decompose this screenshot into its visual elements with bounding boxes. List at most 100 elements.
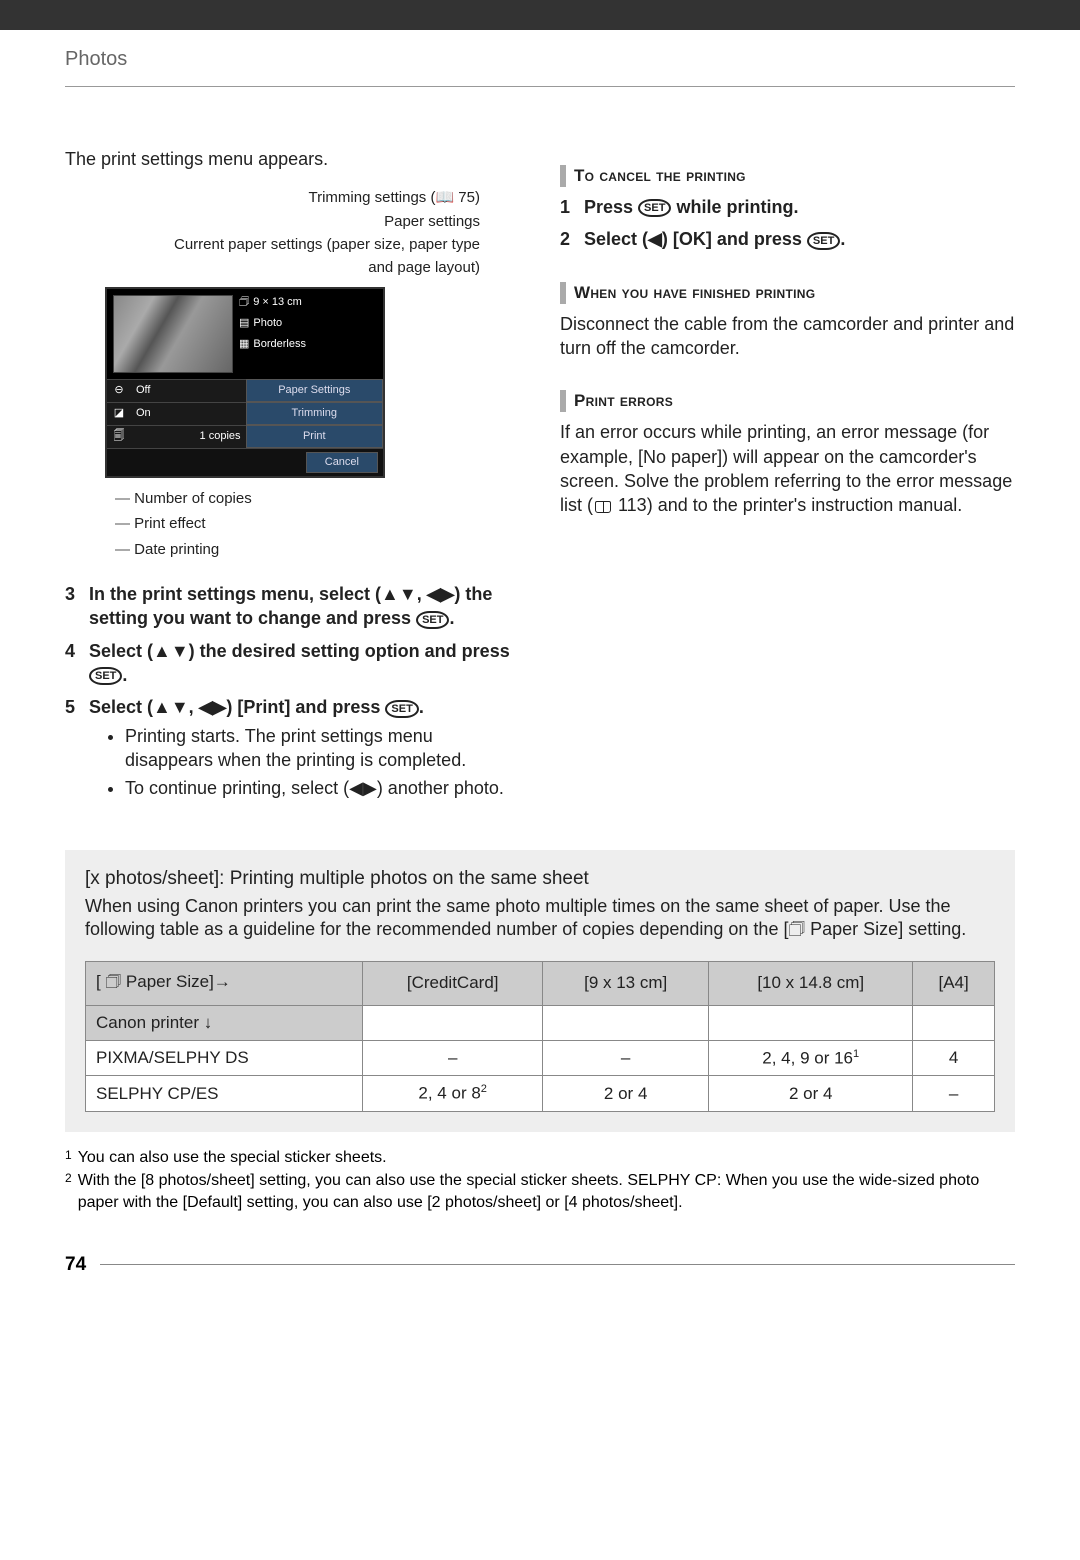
- step-5-num: 5: [65, 695, 89, 804]
- settings-diagram: Trimming settings (📖 75) Paper settings …: [65, 186, 520, 562]
- heading-bar: [560, 282, 566, 304]
- page-number: 74: [65, 1254, 86, 1276]
- cancel-heading-text: To cancel the printing: [574, 165, 746, 187]
- step-4: 4 Select (▲▼) the desired setting option…: [65, 639, 520, 688]
- cancel-step-1: 1 Press SET while printing.: [560, 195, 1015, 219]
- errors-heading: Print errors: [560, 390, 1015, 412]
- bottom-callouts: Number of copies Print effect Date print…: [65, 486, 520, 563]
- guideline-table: [ 🗇 Paper Size]→ [CreditCard] [9 x 13 cm…: [85, 961, 995, 1112]
- screen-opt-size: 🗇9 × 13 cm: [239, 295, 377, 310]
- left-arrow-icon: ◀: [648, 229, 662, 249]
- updown-icon: ▲▼: [381, 584, 417, 604]
- callout-effect: Print effect: [115, 511, 520, 537]
- th-9x13: [9 x 13 cm]: [543, 961, 709, 1005]
- leftright-icon: ◀▶: [349, 778, 377, 798]
- r1c1: –: [363, 1040, 543, 1076]
- r2-printer: SELPHY CP/ES: [86, 1076, 363, 1112]
- c1-num: 1: [560, 195, 584, 219]
- r1-printer: PIXMA/SELPHY DS: [86, 1040, 363, 1076]
- grid-btn-trim: Trimming: [246, 402, 383, 425]
- table-header-row: [ 🗇 Paper Size]→ [CreditCard] [9 x 13 cm…: [86, 961, 995, 1005]
- book-icon: [595, 501, 611, 513]
- grid-ico-2: ◪: [107, 402, 131, 425]
- box-lead: When using Canon printers you can print …: [85, 896, 995, 947]
- grid-lbl-2: On: [131, 402, 246, 425]
- cancel-step-2: 2 Select (◀) [OK] and press SET.: [560, 227, 1015, 251]
- grid-btn-cancel-row: Cancel: [107, 448, 383, 476]
- th-a4: [A4]: [913, 961, 995, 1005]
- grid-btn-paper: Paper Settings: [246, 379, 383, 402]
- step-3-body: In the print settings menu, select (▲▼, …: [89, 582, 520, 631]
- section-title: Photos: [65, 48, 127, 70]
- th-printer: Canon printer ↓: [86, 1005, 363, 1040]
- multi-photo-box: [x photos/sheet]: Printing multiple phot…: [65, 850, 1015, 1132]
- th-10x14: [10 x 14.8 cm]: [709, 961, 913, 1005]
- table-row: PIXMA/SELPHY DS – – 2, 4, 9 or 161 4: [86, 1040, 995, 1076]
- two-column-content: The print settings menu appears. Trimmin…: [0, 87, 1080, 825]
- heading-bar: [560, 390, 566, 412]
- camcorder-screen: 🗇9 × 13 cm ▤Photo ▦Borderless ⊖ Off Pape…: [105, 287, 385, 477]
- grid-btn-print: Print: [246, 425, 383, 448]
- grid-btn-cancel: Cancel: [306, 452, 378, 473]
- footer-line: [100, 1264, 1015, 1265]
- step-4-num: 4: [65, 639, 89, 688]
- cancel-heading: To cancel the printing: [560, 165, 1015, 187]
- r2c1: 2, 4 or 82: [363, 1076, 543, 1112]
- r2c3: 2 or 4: [709, 1076, 913, 1112]
- errors-heading-text: Print errors: [574, 390, 673, 412]
- footnotes: 1 You can also use the special sticker s…: [65, 1147, 1015, 1214]
- step-5-bullets: Printing starts. The print settings menu…: [125, 724, 520, 801]
- table-row: SELPHY CP/ES 2, 4 or 82 2 or 4 2 or 4 –: [86, 1076, 995, 1112]
- top-callouts: Trimming settings (📖 75) Paper settings …: [65, 186, 520, 279]
- screen-opt-layout: ▦Borderless: [239, 337, 377, 352]
- footnote-2: 2 With the [8 photos/sheet] setting, you…: [65, 1170, 1015, 1213]
- callout-paper: Paper settings: [65, 210, 480, 233]
- set-icon: SET: [638, 199, 671, 217]
- bullet-1: Printing starts. The print settings menu…: [125, 724, 520, 773]
- finished-heading-text: When you have finished printing: [574, 282, 815, 304]
- bullet-2: To continue printing, select (◀▶) anothe…: [125, 776, 520, 800]
- screen-thumbnail: [113, 295, 233, 373]
- finished-body: Disconnect the cable from the camcorder …: [560, 312, 1015, 361]
- errors-body: If an error occurs while printing, an er…: [560, 420, 1015, 517]
- page-footer: 74: [65, 1254, 1015, 1276]
- th-credit: [CreditCard]: [363, 961, 543, 1005]
- step-5-body: Select (▲▼, ◀▶) [Print] and press SET. P…: [89, 695, 520, 804]
- grid-lbl-1: Off: [131, 379, 246, 402]
- paper-icon: 🗇: [788, 919, 805, 939]
- callout-date: Date printing: [115, 537, 520, 563]
- leftright-icon: ◀▶: [199, 697, 227, 717]
- c2-body: Select (◀) [OK] and press SET.: [584, 227, 1015, 251]
- r1c4: 4: [913, 1040, 995, 1076]
- set-icon: SET: [807, 232, 840, 250]
- callout-copies: Number of copies: [115, 486, 520, 512]
- set-icon: SET: [385, 700, 418, 718]
- grid-ico-3: 🗐: [107, 425, 131, 448]
- set-icon: SET: [416, 611, 449, 629]
- c1-body: Press SET while printing.: [584, 195, 1015, 219]
- section-header: Photos: [0, 30, 1080, 81]
- screen-opt-type: ▤Photo: [239, 316, 377, 331]
- r1c2: –: [543, 1040, 709, 1076]
- right-column: To cancel the printing 1 Press SET while…: [560, 147, 1015, 805]
- screen-grid: ⊖ Off Paper Settings ◪ On Trimming 🗐 1 c…: [107, 379, 383, 475]
- intro-text: The print settings menu appears.: [65, 147, 520, 171]
- leftright-icon: ◀▶: [427, 584, 455, 604]
- table-subheader-row: Canon printer ↓: [86, 1005, 995, 1040]
- step-4-body: Select (▲▼) the desired setting option a…: [89, 639, 520, 688]
- updown-icon: ▲▼: [153, 641, 189, 661]
- finished-heading: When you have finished printing: [560, 282, 1015, 304]
- screen-right-options: 🗇9 × 13 cm ▤Photo ▦Borderless: [239, 289, 383, 379]
- screen-top-row: 🗇9 × 13 cm ▤Photo ▦Borderless: [107, 289, 383, 379]
- heading-bar: [560, 165, 566, 187]
- footnote-1: 1 You can also use the special sticker s…: [65, 1147, 1015, 1169]
- updown-icon: ▲▼: [153, 697, 189, 717]
- c2-num: 2: [560, 227, 584, 251]
- grid-ico-1: ⊖: [107, 379, 131, 402]
- set-icon: SET: [89, 667, 122, 685]
- step-3-num: 3: [65, 582, 89, 631]
- callout-current: Current paper settings (paper size, pape…: [160, 233, 480, 280]
- left-column: The print settings menu appears. Trimmin…: [65, 147, 520, 805]
- grid-lbl-3: 1 copies: [131, 425, 246, 448]
- th-size: [ 🗇 Paper Size]→: [86, 961, 363, 1005]
